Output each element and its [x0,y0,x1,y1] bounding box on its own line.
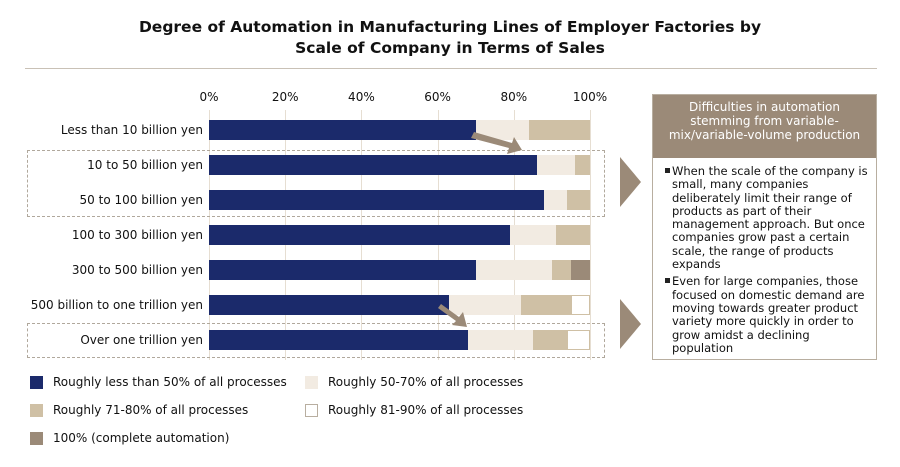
highlight-box-large [27,323,605,358]
arrow-icon [438,304,467,327]
legend-item: Roughly 81-90% of all processes [305,403,523,417]
highlight-box-mid [27,150,605,217]
category-label: Over one trillion yen [80,333,203,347]
bar-segment [567,190,590,210]
legend-swatch [30,403,43,417]
bar-segment [544,190,568,210]
bar-segment [574,155,590,175]
bar-segment [209,155,537,175]
category-label: Less than 10 billion yen [60,123,203,137]
bar-segment [449,295,522,315]
bar-segment [468,330,533,350]
category-label: 500 billion to one trillion yen [30,298,203,312]
bar-segment [209,260,476,280]
legend-item: Roughly 71-80% of all processes [30,403,248,417]
category-label: 300 to 500 billion yen [71,263,203,277]
x-tick-label: 100% [572,90,608,104]
legend-label: Roughly 71-80% of all processes [53,403,249,417]
bar-segment [570,260,590,280]
category-label: 50 to 100 billion yen [79,193,203,207]
bar-segment [209,330,469,350]
callout-bullet: Even for large companies, those focused … [665,275,868,355]
bar-segment [567,330,590,350]
category-label: 100 to 300 billion yen [71,228,203,242]
x-tick-label: 60% [424,90,451,104]
legend-item: 100% (complete automation) [30,431,229,445]
bar-segment [532,330,568,350]
legend-item: Roughly 50-70% of all processes [305,375,523,389]
bar-segment [209,190,545,210]
bar-segment [475,260,552,280]
title-divider [25,68,877,69]
x-tick-label: 20% [271,90,299,104]
bar-segment [475,120,530,140]
legend-swatch [30,375,43,389]
bar-segment [209,120,476,140]
legend-label: Roughly 81-90% of all processes [328,403,524,417]
bar-segment [509,225,556,245]
chart-title: Degree of Automation in Manufacturing Li… [138,18,762,57]
x-tick-label: 80% [500,90,528,104]
bar-segment [209,295,450,315]
gridline [590,110,591,360]
bar-segment [521,295,571,315]
bar-segment [555,225,590,245]
bar-segment [209,225,510,245]
legend-swatch [30,431,43,445]
arrow-icon [471,132,522,154]
legend-label: 100% (complete automation) [53,431,230,445]
bar-segment [529,120,590,140]
legend-swatch [305,375,318,389]
x-tick-label: 40% [348,90,375,104]
category-label: 10 to 50 billion yen [87,158,203,172]
legend-label: Roughly less than 50% of all processes [53,375,287,389]
callout-box: Difficulties in automation stemming from… [652,94,877,360]
pointer-triangle-icon [620,157,641,207]
pointer-triangle-icon [620,299,641,349]
bar-segment [551,260,571,280]
legend-swatch [305,403,318,417]
bar-segment [536,155,575,175]
legend-item: Roughly less than 50% of all processes [30,375,287,389]
callout-bullet: When the scale of the company is small, … [665,164,868,271]
legend-label: Roughly 50-70% of all processes [328,375,524,389]
x-tick-label: 0% [199,90,219,104]
callout-title: Difficulties in automation stemming from… [653,95,876,158]
bar-segment [570,295,590,315]
